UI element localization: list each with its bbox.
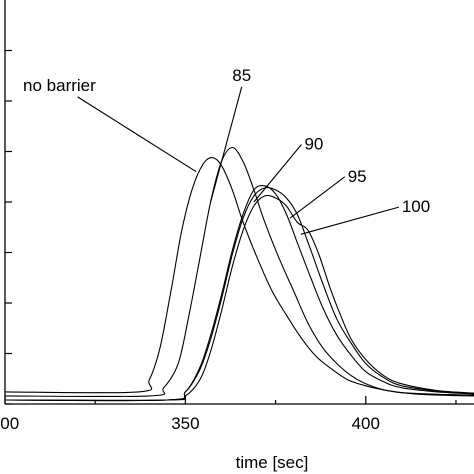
series-annotation-label: no barrier (23, 76, 96, 95)
series-line-90 (4, 184, 474, 402)
series-annotation-label: 100 (402, 197, 430, 216)
x-tick-label: 300 (0, 414, 19, 433)
x-axis-label: time [sec] (236, 453, 309, 472)
series-annotation-label: 85 (232, 66, 251, 85)
x-tick-label: 400 (352, 414, 380, 433)
annotation-leader-line (300, 206, 399, 235)
series-annotation-label: 90 (304, 134, 323, 153)
series-line-85 (4, 146, 474, 398)
annotation-leader-line (210, 86, 243, 203)
series-annotation-label: 95 (348, 167, 367, 186)
annotation-leader-line (77, 96, 197, 173)
annotation-leader-line (253, 144, 302, 203)
series-line-no-barrier (4, 156, 474, 397)
x-tick-label: 350 (171, 414, 199, 433)
series-line-100 (4, 194, 474, 401)
series-line-95 (4, 186, 474, 402)
annotation-leader-line (289, 176, 346, 219)
